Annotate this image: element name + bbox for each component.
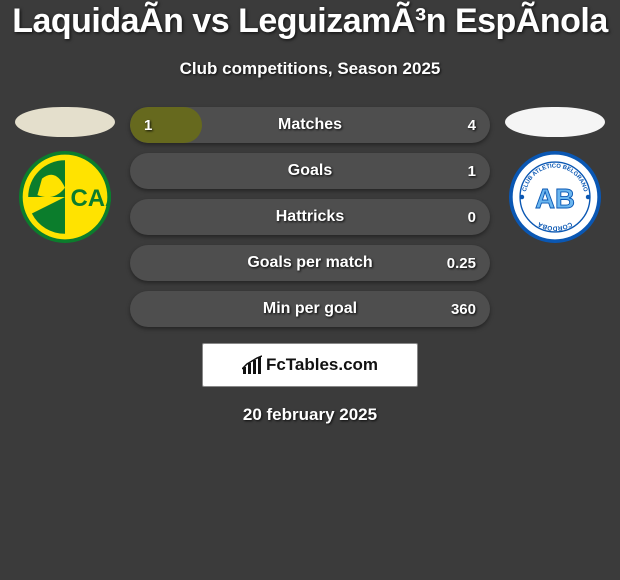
stat-right-value: 360 xyxy=(451,291,476,327)
stat-bar-hattricks: Hattricks 0 xyxy=(130,199,490,235)
stat-label: Min per goal xyxy=(130,291,490,327)
right-player-oval xyxy=(505,107,605,137)
stat-label: Matches xyxy=(130,107,490,143)
right-badge-center: AB xyxy=(535,183,575,214)
right-club-badge: CLUB ATLETICO BELGRANO CORDOBA AB xyxy=(509,151,601,243)
brand-text: FcTables.com xyxy=(266,355,378,375)
left-player-oval xyxy=(15,107,115,137)
page-title: LaquidaÃ­n vs LeguizamÃ³n EspÃ­nola xyxy=(0,2,620,41)
stat-right-value: 0.25 xyxy=(447,245,476,281)
left-club-badge: CAA xyxy=(19,151,111,243)
date-line: 20 february 2025 xyxy=(0,405,620,425)
stats-column: 1 Matches 4 Goals 1 Hattricks 0 Goals pe… xyxy=(130,107,490,327)
subtitle: Club competitions, Season 2025 xyxy=(0,59,620,79)
stat-label: Goals xyxy=(130,153,490,189)
stat-bar-min-per-goal: Min per goal 360 xyxy=(130,291,490,327)
stat-label: Hattricks xyxy=(130,199,490,235)
comparison-row: CAA 1 Matches 4 Goals 1 Hattricks xyxy=(0,107,620,327)
left-badge-text: CAA xyxy=(71,185,111,212)
widget-root: LaquidaÃ­n vs LeguizamÃ³n EspÃ­nola Club… xyxy=(0,0,620,425)
stat-right-value: 4 xyxy=(468,107,476,143)
stat-bar-matches: 1 Matches 4 xyxy=(130,107,490,143)
right-club-column: CLUB ATLETICO BELGRANO CORDOBA AB xyxy=(500,107,610,243)
stat-bar-goals-per-match: Goals per match 0.25 xyxy=(130,245,490,281)
stat-bar-goals: Goals 1 xyxy=(130,153,490,189)
left-club-column: CAA xyxy=(10,107,120,243)
stat-right-value: 1 xyxy=(468,153,476,189)
brand-chart-icon xyxy=(242,355,262,375)
brand-badge[interactable]: FcTables.com xyxy=(202,343,418,387)
stat-right-value: 0 xyxy=(468,199,476,235)
stat-label: Goals per match xyxy=(130,245,490,281)
